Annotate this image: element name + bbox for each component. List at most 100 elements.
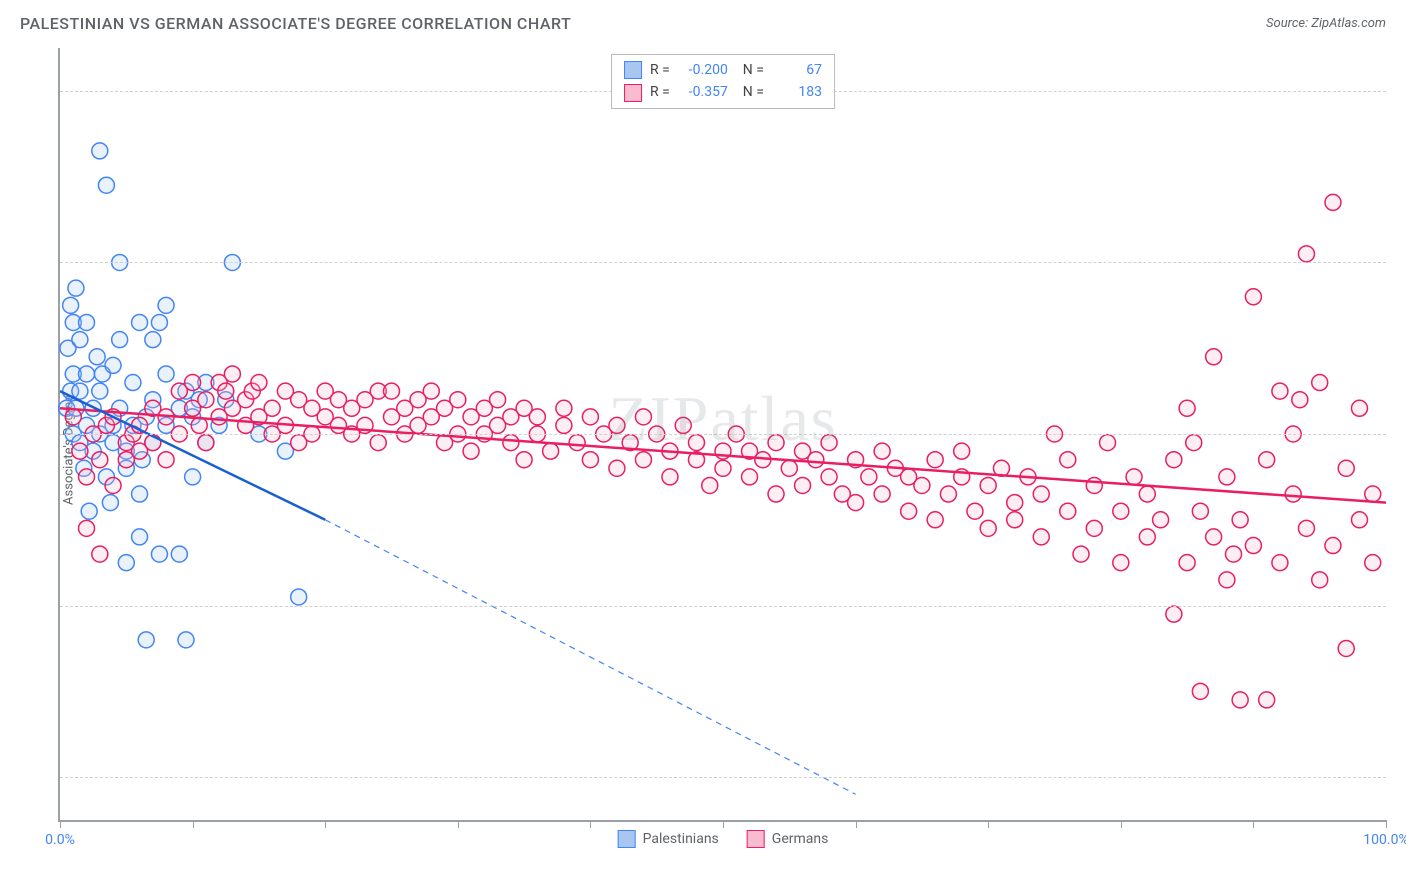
data-point xyxy=(65,409,81,425)
swatch-series-1 xyxy=(624,84,642,102)
data-point xyxy=(808,452,824,468)
data-point xyxy=(1166,452,1182,468)
data-point xyxy=(1232,692,1248,708)
data-point xyxy=(635,409,651,425)
data-point xyxy=(79,366,95,382)
r-value-0: -0.200 xyxy=(678,59,728,81)
data-point xyxy=(821,469,837,485)
data-point xyxy=(914,477,930,493)
data-point xyxy=(105,357,121,373)
data-point xyxy=(1126,469,1142,485)
x-tick-label: 0.0% xyxy=(45,832,75,848)
legend-item-1: Germans xyxy=(747,830,829,848)
data-point xyxy=(1232,512,1248,528)
data-point xyxy=(145,332,161,348)
data-point xyxy=(609,460,625,476)
legend-item-0: Palestinians xyxy=(618,830,719,848)
legend-label-0: Palestinians xyxy=(643,831,719,847)
data-point xyxy=(1073,546,1089,562)
chart-title: PALESTINIAN VS GERMAN ASSOCIATE'S DEGREE… xyxy=(20,14,571,33)
legend-swatch-0 xyxy=(618,830,636,848)
data-point xyxy=(543,443,559,459)
data-point xyxy=(675,417,691,433)
data-point xyxy=(1100,435,1116,451)
data-point xyxy=(662,469,678,485)
data-point xyxy=(1325,194,1341,210)
data-point xyxy=(1325,538,1341,554)
data-point xyxy=(264,400,280,416)
x-tick xyxy=(723,820,724,828)
data-point xyxy=(1060,503,1076,519)
data-point xyxy=(384,383,400,399)
data-point xyxy=(1298,520,1314,536)
data-point xyxy=(72,443,88,459)
data-point xyxy=(185,469,201,485)
data-point xyxy=(529,409,545,425)
data-point xyxy=(151,546,167,562)
data-point xyxy=(927,512,943,528)
data-point xyxy=(1060,452,1076,468)
data-point xyxy=(768,486,784,502)
data-point xyxy=(92,143,108,159)
x-tick-label: 100.0% xyxy=(1363,832,1406,848)
gridline-h xyxy=(60,777,1386,778)
stats-row-0: R = -0.200 N = 67 xyxy=(624,59,822,81)
x-tick xyxy=(856,820,857,828)
swatch-series-0 xyxy=(624,61,642,79)
data-point xyxy=(582,452,598,468)
data-point xyxy=(125,375,141,391)
data-point xyxy=(1086,477,1102,493)
data-point xyxy=(582,409,598,425)
data-point xyxy=(1245,289,1261,305)
data-point xyxy=(556,400,572,416)
data-point xyxy=(781,460,797,476)
data-point xyxy=(490,392,506,408)
data-point xyxy=(105,477,121,493)
data-point xyxy=(1206,349,1222,365)
data-point xyxy=(185,375,201,391)
data-point xyxy=(1272,555,1288,571)
data-point xyxy=(1351,400,1367,416)
r-label-1: R = xyxy=(650,81,670,103)
n-value-0: 67 xyxy=(772,59,822,81)
data-point xyxy=(1166,606,1182,622)
data-point xyxy=(874,486,890,502)
data-point xyxy=(768,435,784,451)
data-point xyxy=(1245,538,1261,554)
data-point xyxy=(158,452,174,468)
data-point xyxy=(1192,683,1208,699)
data-point xyxy=(81,503,97,519)
x-tick xyxy=(1386,820,1387,828)
data-point xyxy=(1113,555,1129,571)
data-point xyxy=(112,332,128,348)
data-point xyxy=(370,435,386,451)
data-point xyxy=(715,460,731,476)
data-point xyxy=(609,417,625,433)
data-point xyxy=(901,503,917,519)
data-point xyxy=(132,529,148,545)
data-point xyxy=(79,520,95,536)
data-point xyxy=(1338,460,1354,476)
x-tick xyxy=(988,820,989,828)
data-point xyxy=(291,589,307,605)
data-point xyxy=(1007,495,1023,511)
data-point xyxy=(79,469,95,485)
data-point xyxy=(821,435,837,451)
data-point xyxy=(102,495,118,511)
data-point xyxy=(151,314,167,330)
data-point xyxy=(742,469,758,485)
data-point xyxy=(118,555,134,571)
data-point xyxy=(940,486,956,502)
legend-swatch-1 xyxy=(747,830,765,848)
x-tick xyxy=(1121,820,1122,828)
data-point xyxy=(1226,546,1242,562)
stats-legend: R = -0.200 N = 67 R = -0.357 N = 183 xyxy=(611,54,835,109)
data-point xyxy=(423,383,439,399)
gridline-h xyxy=(60,262,1386,263)
data-point xyxy=(251,375,267,391)
r-value-1: -0.357 xyxy=(678,81,728,103)
y-tick-label: 40.0% xyxy=(1391,469,1406,485)
legend-label-1: Germans xyxy=(772,831,829,847)
data-point xyxy=(1153,512,1169,528)
data-point xyxy=(178,632,194,648)
